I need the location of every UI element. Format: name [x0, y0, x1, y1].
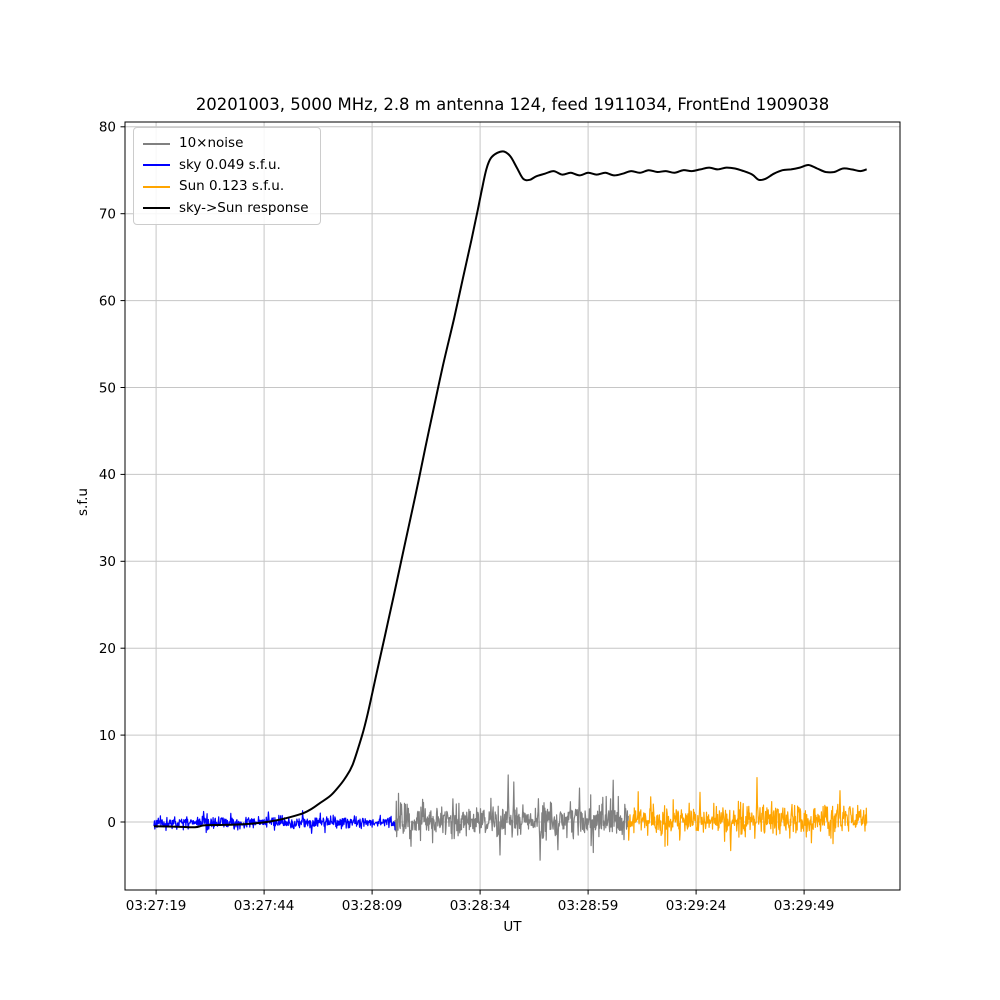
- x-tick-label: 03:28:34: [450, 898, 511, 914]
- x-tick-label: 03:29:49: [774, 898, 835, 914]
- x-tick-label: 03:27:19: [126, 898, 187, 914]
- legend-swatch-sun: [143, 185, 170, 188]
- x-tick-label: 03:27:44: [234, 898, 295, 914]
- chart-title: 20201003, 5000 MHz, 2.8 m antenna 124, f…: [195, 95, 830, 114]
- y-tick-label: 20: [99, 641, 116, 657]
- legend-swatch-response: [143, 207, 170, 209]
- x-tick-label: 03:28:59: [558, 898, 619, 914]
- legend-item-response: sky->Sun response: [143, 200, 309, 217]
- y-tick-label: 60: [99, 293, 116, 309]
- axes-border: [124, 121, 901, 891]
- x-tick-label: 03:29:24: [666, 898, 727, 914]
- y-tick-label: 10: [99, 728, 116, 744]
- legend-item-sky: sky 0.049 s.f.u.: [143, 157, 309, 174]
- x-axis-label: UT: [503, 919, 522, 935]
- y-tick-label: 0: [107, 815, 116, 831]
- legend-label-sky: sky 0.049 s.f.u.: [179, 156, 281, 173]
- y-tick-label: 70: [99, 207, 116, 223]
- legend-item-noise: 10×noise: [143, 135, 309, 152]
- legend-item-sun: Sun 0.123 s.f.u.: [143, 178, 309, 195]
- series-response: [153, 150, 867, 829]
- legend: 10×noise sky 0.049 s.f.u. Sun 0.123 s.f.u.…: [133, 127, 321, 225]
- legend-swatch-sky: [143, 164, 170, 166]
- y-tick-label: 80: [99, 120, 116, 136]
- legend-swatch-noise: [143, 142, 170, 145]
- y-tick-label: 40: [99, 467, 116, 483]
- y-axis-label: s.f.u: [75, 488, 91, 516]
- legend-label-response: sky->Sun response: [179, 199, 309, 216]
- series-sun: [627, 777, 868, 852]
- series-noise: [394, 774, 629, 861]
- legend-label-noise: 10×noise: [179, 135, 244, 151]
- y-tick-label: 30: [99, 554, 116, 570]
- x-tick-label: 03:28:09: [342, 898, 403, 914]
- legend-label-sun: Sun 0.123 s.f.u.: [179, 178, 285, 194]
- y-tick-label: 50: [99, 380, 116, 396]
- series-sky: [153, 810, 396, 834]
